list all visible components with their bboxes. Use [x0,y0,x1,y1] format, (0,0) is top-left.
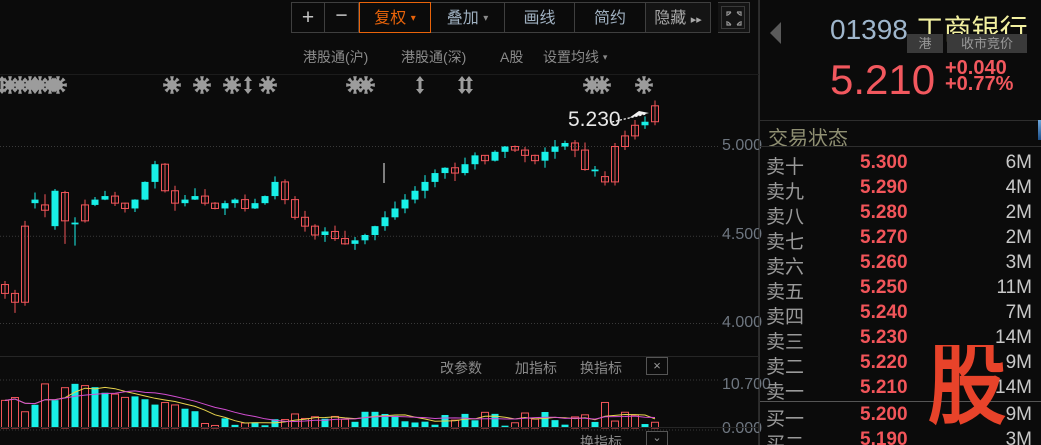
svg-text:股: 股 [928,345,1006,435]
